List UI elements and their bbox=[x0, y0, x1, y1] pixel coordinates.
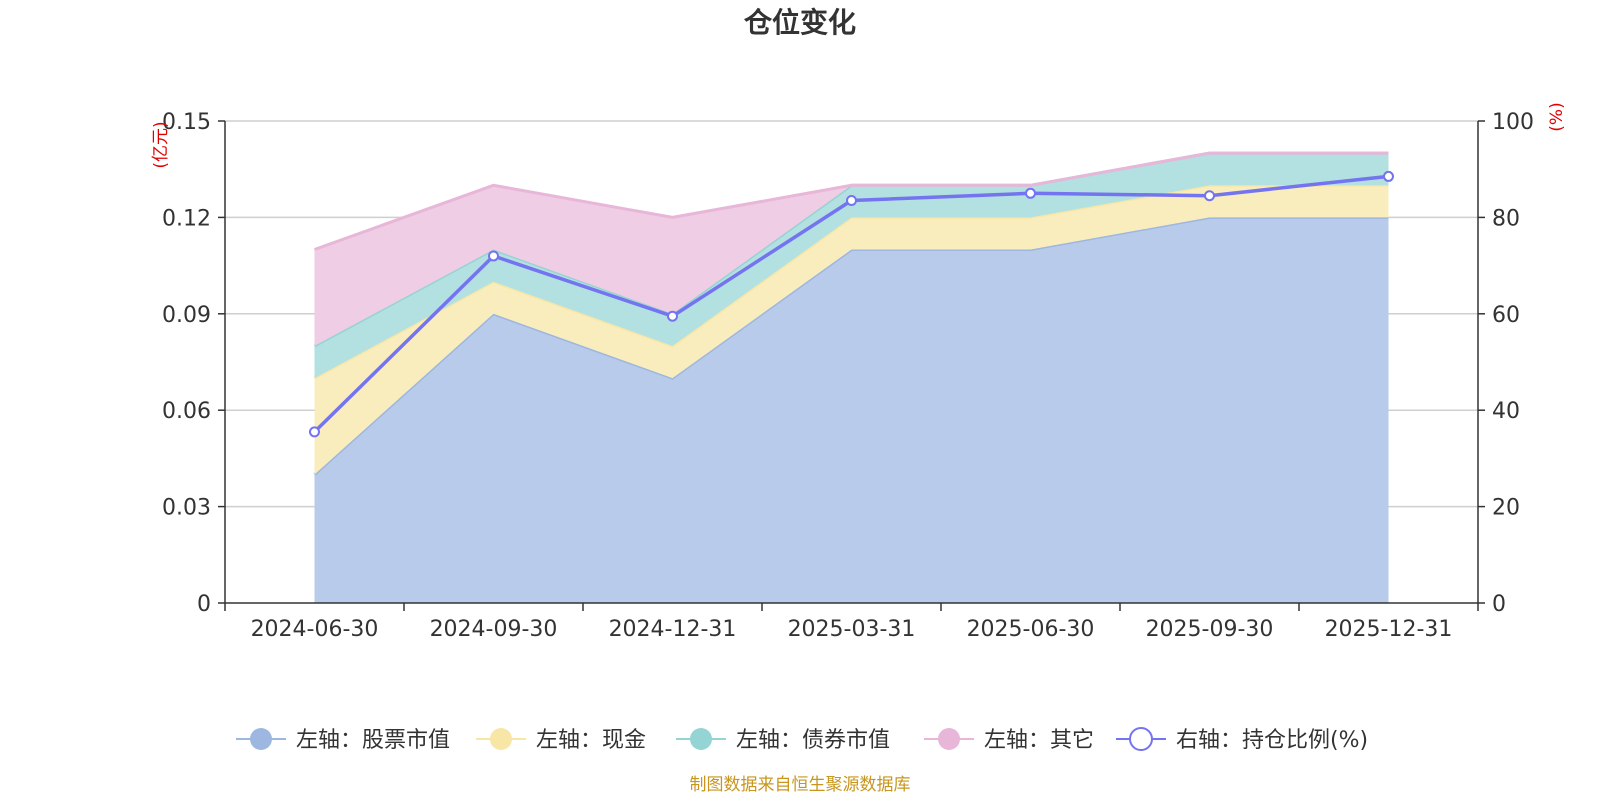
holding-ratio-point bbox=[309, 426, 320, 438]
holding-ratio-point bbox=[1383, 170, 1394, 182]
legend: 左轴：股票市值 左轴：现金 左轴：债券市值 左轴：其它 右轴：持仓比例(%) bbox=[236, 727, 1368, 753]
left-tick-label: 0 bbox=[197, 592, 211, 617]
right-axis-unit: (%) bbox=[1547, 102, 1567, 131]
right-tick-label: 20 bbox=[1492, 496, 1520, 521]
legend-item-4: 左轴：其它 bbox=[924, 728, 1094, 753]
x-tick-label: 2024-09-30 bbox=[430, 617, 558, 642]
legend-label: 左轴：债券市值 bbox=[736, 728, 890, 753]
right-tick-label: 80 bbox=[1492, 206, 1520, 231]
left-tick-label: 0.15 bbox=[162, 110, 211, 135]
legend-marker bbox=[690, 728, 712, 750]
holding-ratio-point bbox=[1025, 187, 1036, 199]
area-fill-2 bbox=[314, 185, 1389, 475]
legend-item-2: 左轴：现金 bbox=[476, 728, 646, 753]
x-tick-label: 2025-06-30 bbox=[967, 617, 1095, 642]
left-tick-label: 0.12 bbox=[162, 206, 211, 231]
area-fill-1 bbox=[314, 217, 1389, 603]
area-series bbox=[313, 151, 1389, 603]
legend-item-5: 右轴：持仓比例(%) bbox=[1116, 727, 1368, 753]
holding-ratio-point bbox=[1204, 190, 1215, 202]
x-tick-label: 2025-12-31 bbox=[1325, 617, 1453, 642]
area-fill-4 bbox=[314, 153, 1389, 346]
x-tick-label: 2024-06-30 bbox=[251, 617, 379, 642]
chart-title: 仓位变化 bbox=[744, 6, 856, 39]
legend-item-3: 左轴：债券市值 bbox=[676, 728, 890, 753]
legend-label: 左轴：股票市值 bbox=[296, 728, 450, 753]
legend-marker bbox=[938, 728, 960, 750]
x-tick-label: 2025-09-30 bbox=[1146, 617, 1274, 642]
left-tick-label: 0.09 bbox=[162, 303, 211, 328]
right-tick-label: 40 bbox=[1492, 399, 1520, 424]
holding-ratio-point bbox=[488, 250, 499, 262]
legend-label: 右轴：持仓比例(%) bbox=[1176, 728, 1368, 753]
axes: 0 0.03 0.06 0.09 0.12 0.15 0 20 40 60 80 100 2024-06… bbox=[162, 110, 1534, 642]
data-source-note: 制图数据来自恒生聚源数据库 bbox=[690, 775, 911, 795]
legend-label: 左轴：其它 bbox=[984, 728, 1094, 753]
right-tick-label: 60 bbox=[1492, 303, 1520, 328]
legend-marker bbox=[1129, 727, 1153, 751]
legend-marker bbox=[490, 728, 512, 750]
line-series bbox=[309, 170, 1394, 438]
legend-item-1: 左轴：股票市值 bbox=[236, 728, 450, 753]
left-tick-label: 0.06 bbox=[162, 399, 211, 424]
x-tick-label: 2024-12-31 bbox=[609, 617, 737, 642]
area-edge-4 bbox=[313, 151, 1389, 251]
left-axis-unit: (亿元) bbox=[151, 121, 171, 168]
legend-marker bbox=[250, 728, 272, 750]
left-tick-label: 0.03 bbox=[162, 496, 211, 521]
right-tick-label: 100 bbox=[1492, 110, 1534, 135]
holding-ratio-point bbox=[667, 310, 678, 322]
right-tick-label: 0 bbox=[1492, 592, 1506, 617]
holding-ratio-point bbox=[846, 195, 857, 207]
x-tick-label: 2025-03-31 bbox=[788, 617, 916, 642]
legend-label: 左轴：现金 bbox=[536, 728, 646, 753]
